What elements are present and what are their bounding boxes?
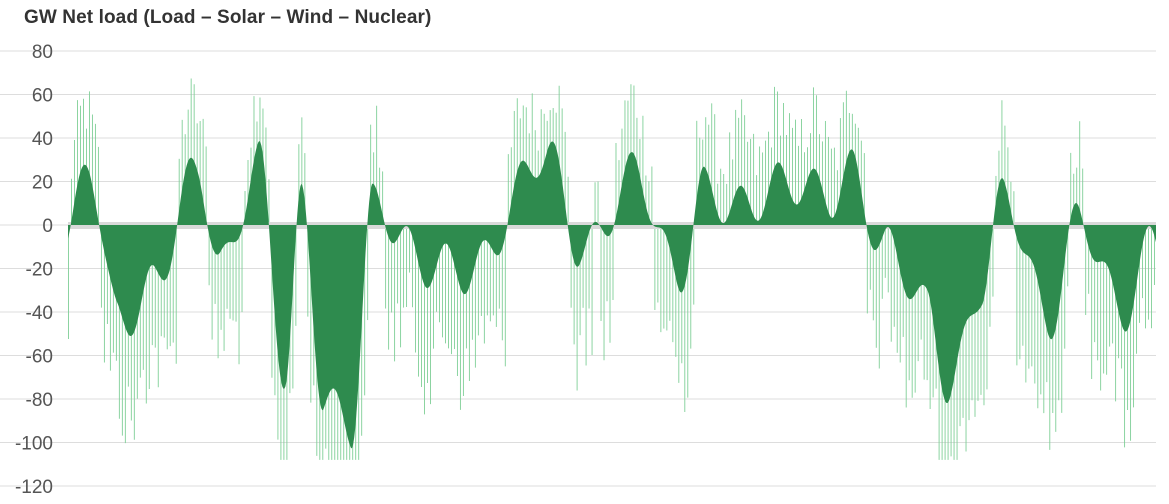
net-load-area-path — [68, 141, 1156, 449]
y-tick-label: 20 — [32, 173, 53, 194]
net-load-area — [68, 141, 1156, 449]
y-tick-label: -80 — [26, 390, 53, 411]
chart-title: GW Net load (Load – Solar – Wind – Nucle… — [24, 7, 432, 28]
y-tick-label: -40 — [26, 303, 53, 324]
y-tick-label: 60 — [32, 86, 53, 107]
y-tick-label: -20 — [26, 260, 53, 281]
y-axis-tick-labels: 80 60 40 20 0 -20 -40 -60 -80 -100 -120 — [15, 42, 53, 498]
net-load-spikes — [68, 78, 1155, 460]
y-tick-label: -100 — [15, 434, 53, 455]
y-tick-label: -60 — [26, 347, 53, 368]
y-tick-label: 40 — [32, 129, 53, 150]
y-tick-label: 0 — [42, 216, 53, 237]
y-tick-label: -120 — [15, 477, 53, 498]
y-tick-label: 80 — [32, 42, 53, 63]
